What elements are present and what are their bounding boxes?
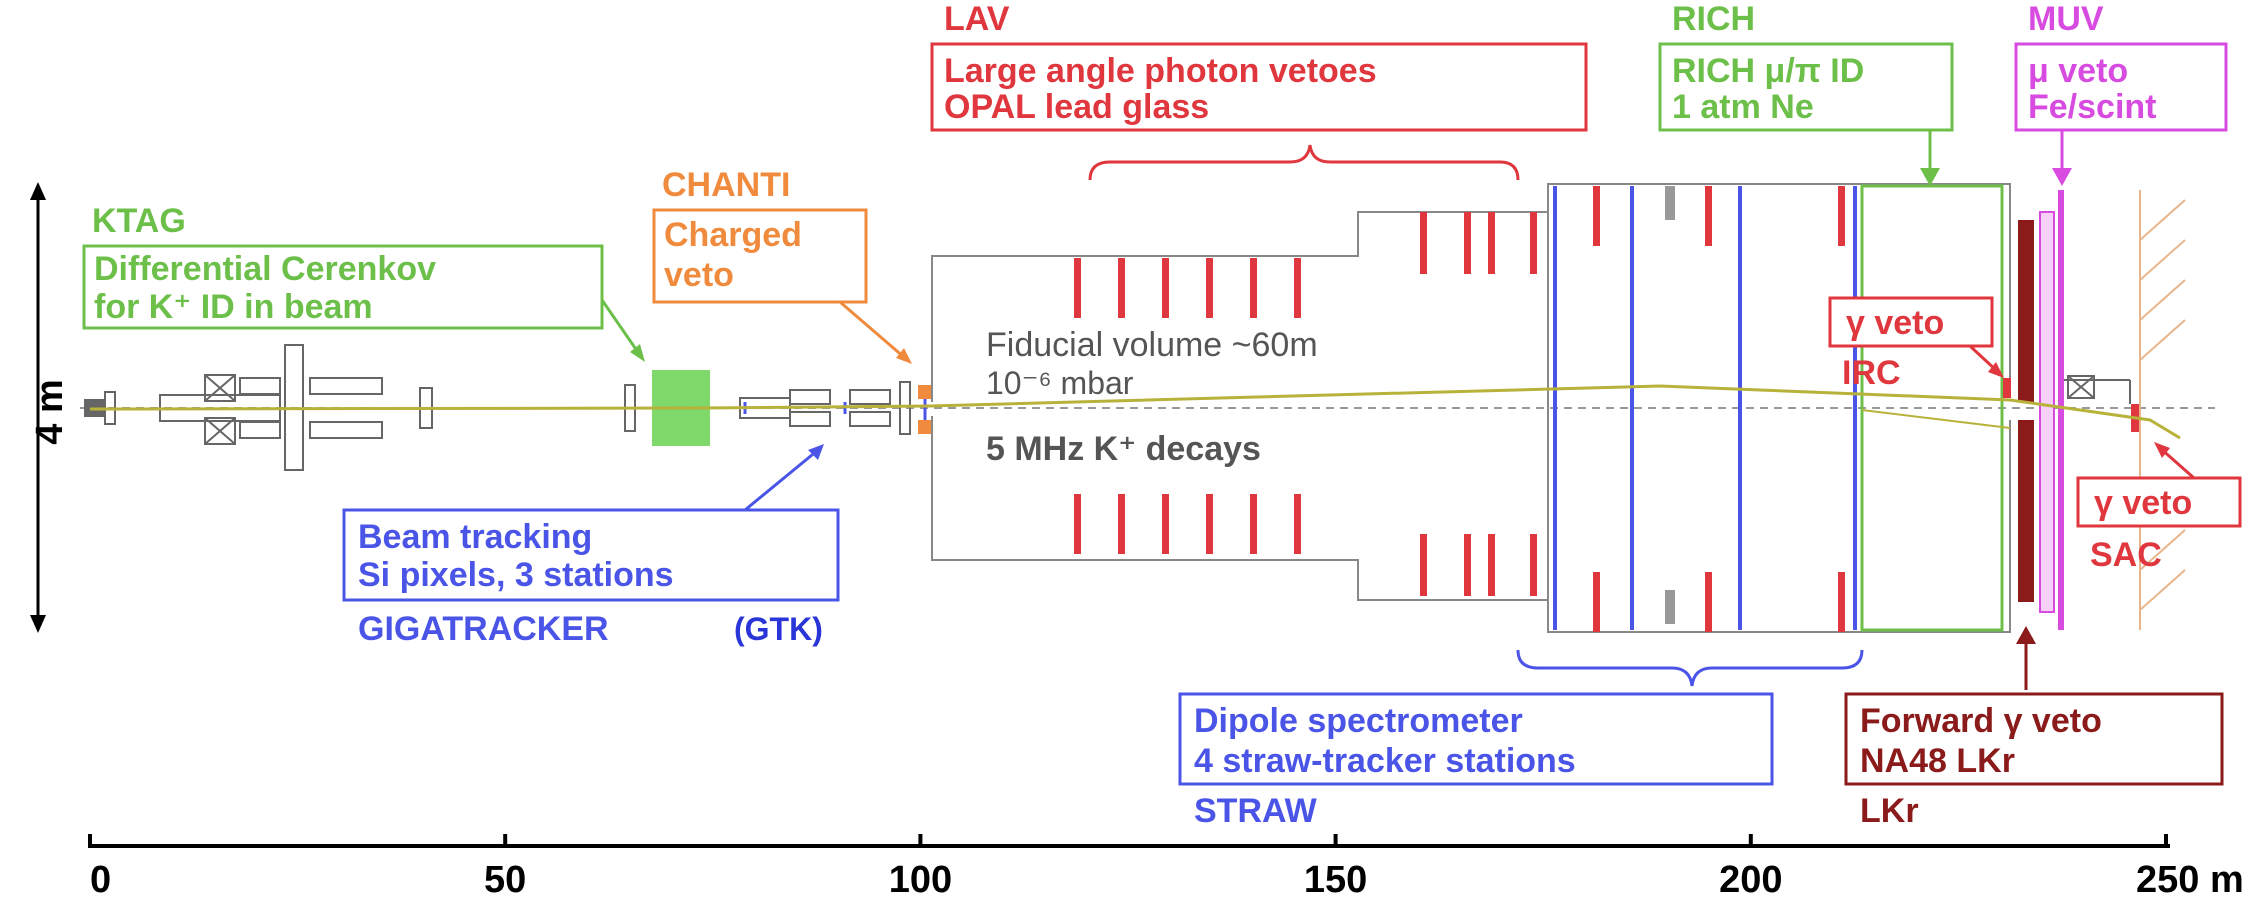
lav-box <box>930 42 1588 132</box>
sac-label-group: γ veto SAC <box>2076 442 2242 574</box>
rich-label-group: RICH RICH μ/π ID 1 atm Ne <box>1658 0 1954 186</box>
ktag-line2: for K⁺ ID in beam <box>94 288 373 326</box>
chanti-detector <box>918 385 932 434</box>
vertical-scale: 4 m <box>29 182 71 633</box>
muv-detector <box>2039 190 2064 630</box>
muv-line2: Fe/scint <box>2028 88 2156 126</box>
irc-name: IRC <box>1842 354 1901 392</box>
rich-name: RICH <box>1672 0 1755 38</box>
rich-line2: 1 atm Ne <box>1672 88 1814 126</box>
lav-stations <box>1074 186 1845 632</box>
x-axis-tick-label: 50 <box>484 859 526 900</box>
x-axis-tick-label: 0 <box>90 859 111 900</box>
sac-name: SAC <box>2090 536 2162 574</box>
fiducial-line2: 10⁻⁶ mbar <box>986 365 1134 401</box>
straw-line2: 4 straw-tracker stations <box>1194 742 1576 780</box>
irc-detector <box>2003 378 2011 398</box>
lav-label-group: LAV Large angle photon vetoes OPAL lead … <box>930 0 1588 181</box>
magnet-upper <box>1665 186 1675 220</box>
muv-box <box>2014 42 2228 132</box>
straw-label-group: Dipole spectrometer 4 straw-tracker stat… <box>1178 649 1864 830</box>
straw-stations <box>1553 186 1857 630</box>
beam-dump <box>2139 190 2186 630</box>
ktag-line1: Differential Cerenkov <box>94 250 436 288</box>
chanti-label-group: CHANTI Charged veto <box>652 166 912 364</box>
rich-box <box>1658 42 1954 132</box>
chanti-box <box>652 208 868 304</box>
lav-line1: Large angle photon vetoes <box>944 52 1377 90</box>
fiducial-text-group: Fiducial volume ~60m 10⁻⁶ mbar 5 MHz K⁺ … <box>986 326 1318 468</box>
muv-line1: μ veto <box>2028 52 2128 90</box>
x-axis-tick-label: 250 m <box>2136 859 2244 900</box>
lkr-detector <box>2018 220 2034 602</box>
straw-brace <box>1516 649 1864 687</box>
ktag-label-group: KTAG Differential Cerenkov for K⁺ ID in … <box>82 202 645 362</box>
gtk-name: GIGATRACKER <box>358 610 609 648</box>
rich-line1: RICH μ/π ID <box>1672 52 1864 90</box>
lkr-line1: Forward γ veto <box>1860 702 2102 740</box>
muv-name: MUV <box>2028 0 2104 38</box>
sac-box-text: γ veto <box>2094 484 2192 522</box>
lkr-box <box>1844 692 2224 786</box>
x-axis-tick-label: 100 <box>889 859 952 900</box>
sac-box <box>2076 476 2242 528</box>
gtk-box <box>342 508 840 602</box>
irc-label-group: γ veto IRC <box>1828 296 2004 392</box>
particle-trajectory <box>89 384 2181 440</box>
fiducial-line3: 5 MHz K⁺ decays <box>986 430 1261 468</box>
gtk-label-group: Beam tracking Si pixels, 3 stations GIGA… <box>342 444 840 648</box>
rich-vessel <box>1860 184 2004 632</box>
straw-box <box>1178 692 1774 786</box>
chanti-line2: veto <box>664 256 734 294</box>
straw-name: STRAW <box>1194 792 1318 830</box>
fiducial-line1: Fiducial volume ~60m <box>986 326 1318 364</box>
x-axis-tick-label: 200 <box>1719 859 1782 900</box>
gtk-line2: Si pixels, 3 stations <box>358 556 674 594</box>
ktag-box <box>82 244 604 330</box>
ktag-name: KTAG <box>92 202 186 240</box>
x-axis-tick-label: 150 <box>1304 859 1367 900</box>
lkr-line2: NA48 LKr <box>1860 742 2015 780</box>
chanti-name: CHANTI <box>662 166 790 204</box>
chanti-line1: Charged <box>664 216 802 254</box>
lkr-name: LKr <box>1860 792 1919 830</box>
downstream-elements <box>2064 375 2131 404</box>
lav-line2: OPAL lead glass <box>944 88 1209 126</box>
gtk-line1: Beam tracking <box>358 518 592 556</box>
lav-brace <box>1088 144 1520 181</box>
irc-box <box>1828 296 1994 348</box>
magnet-lower <box>1665 590 1675 624</box>
gtk-suffix: (GTK) <box>734 611 823 647</box>
lav-name: LAV <box>944 0 1010 38</box>
lkr-label-group: Forward γ veto NA48 LKr LKr <box>1844 626 2224 830</box>
irc-box-text: γ veto <box>1846 304 1944 342</box>
vacuum-tank-outline <box>931 183 2011 402</box>
muv-label-group: MUV μ veto Fe/scint <box>2014 0 2228 186</box>
vertical-scale-label: 4 m <box>29 379 71 444</box>
x-axis: 0 50 100 150 200 250 m <box>88 834 2244 900</box>
straw-line1: Dipole spectrometer <box>1194 702 1523 740</box>
